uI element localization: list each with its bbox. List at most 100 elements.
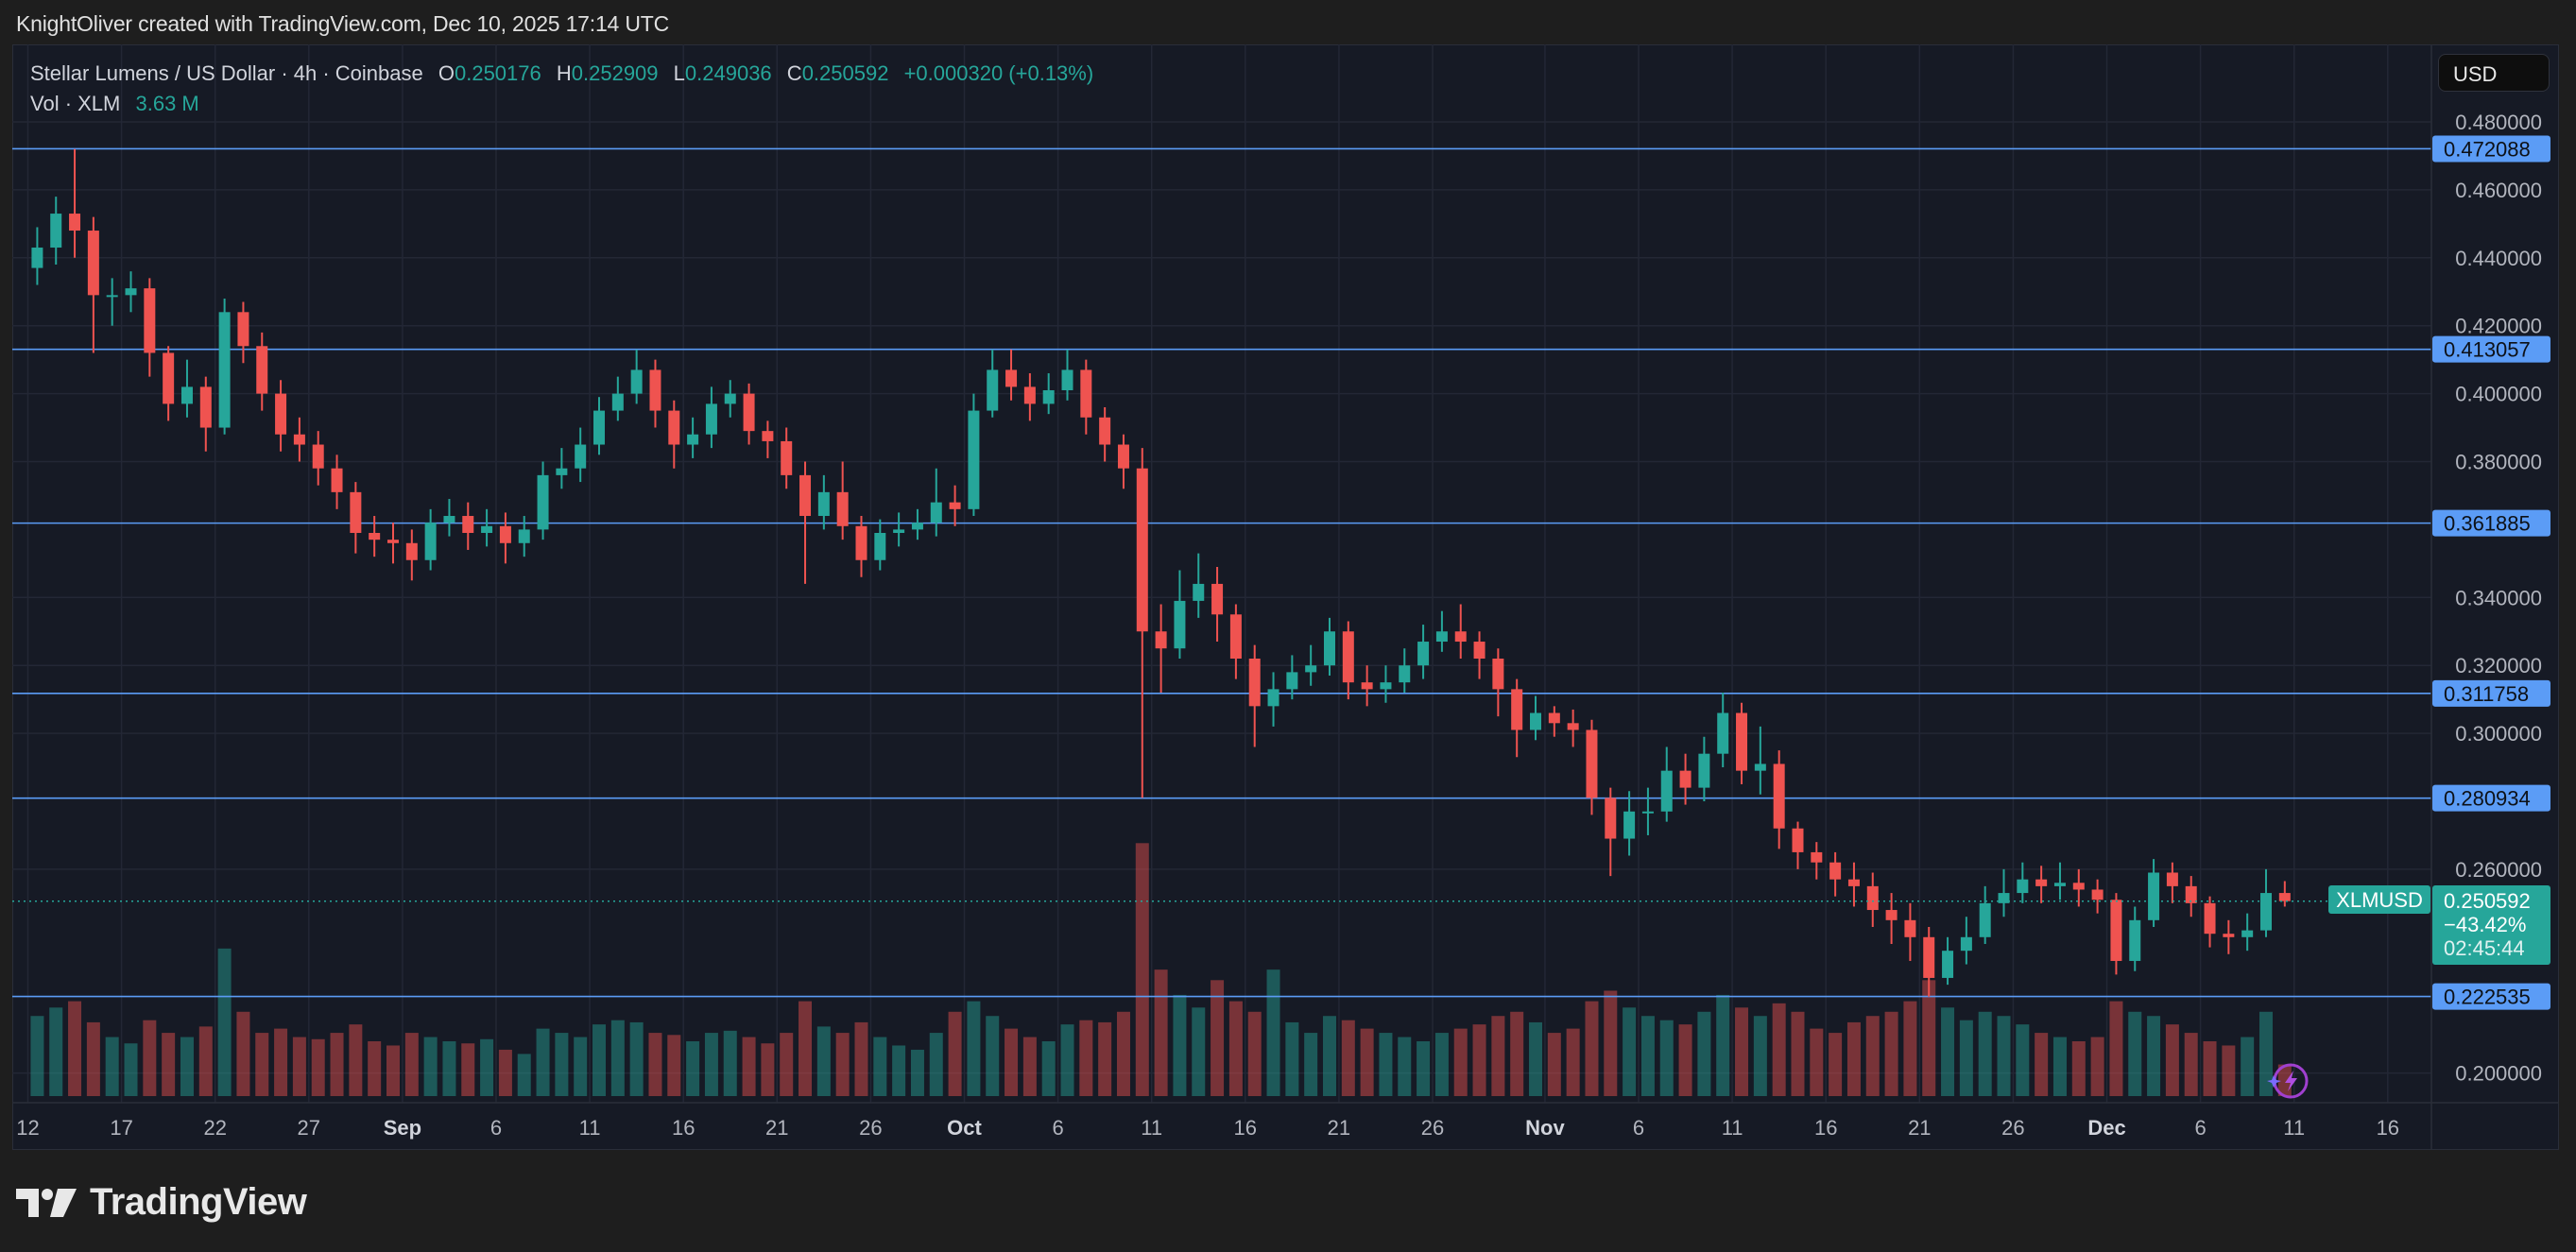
level-price-label-box [2432,784,2550,812]
candle-body [2278,893,2291,901]
candle-body [2091,889,2104,900]
candle-body [930,502,942,523]
candle-body [1005,369,1018,387]
candle-body [836,491,849,526]
price-tag-price: 0.250592 [2444,889,2531,913]
candle-body [2017,879,2029,894]
volume-bar [2203,1041,2217,1096]
candle-body [762,431,774,441]
volume-bar [574,1037,588,1096]
volume-bar [292,1037,306,1096]
volume-bar [386,1045,400,1096]
volume-bar [1060,1024,1074,1096]
candle-body [1847,879,1860,886]
volume-bar [1829,1033,1843,1096]
candle-body [69,214,81,232]
tradingview-logo[interactable]: TradingView [16,1181,307,1224]
volume-bar [217,948,232,1096]
volume-bar [948,1011,962,1096]
price-axis[interactable]: 0.480000 0.460000 0.440000 0.420000 0.400000… [2455,111,2542,1086]
candle-body [1792,828,1804,852]
symbol-title: Stellar Lumens / US Dollar · 4h · Coinba… [30,61,423,85]
candle-body [462,516,474,533]
level-price-label-box [2432,135,2550,163]
volume-bar [1997,1016,2011,1096]
time-axis[interactable]: 12 17 22 27 Sep 6 11 16 21 26 Oct 6 11 16 21 26 Nov 6 11 16… [16,1116,2399,1140]
volume-bar [742,1037,756,1096]
candle-body [2148,872,2160,920]
candle-body [1979,902,1991,937]
chart-legend: Stellar Lumens / US Dollar · 4h · Coinba… [30,59,1093,119]
low-label: L [673,61,685,85]
volume-bar [1005,1028,1019,1096]
volume-bar [1398,1037,1412,1096]
candle-body [575,444,587,469]
volume-bar [2184,1033,2198,1096]
volume-bar [1623,1007,1637,1096]
volume-bar [461,1043,475,1096]
candle-body [2129,919,2141,961]
volume-bar [1247,1011,1262,1096]
lightning-icon[interactable] [2267,1063,2309,1099]
candle-body [1736,712,1748,771]
candle-body [1435,631,1448,643]
volume-bar [854,1021,868,1096]
candle-body [1380,682,1392,690]
candle-body [911,523,923,530]
volume-bar [1585,1001,1599,1096]
close-value: 0.250592 [801,61,889,85]
volume-bar [2147,1016,2161,1096]
volume-bar [1079,1020,1093,1096]
volume-bar [1341,1020,1355,1096]
price-tag-change: −43.42% [2444,913,2526,936]
candle-body [1286,672,1298,690]
volume-bar [929,1033,943,1096]
candle-body [1586,729,1598,798]
volume-bar [1659,1020,1674,1096]
candle-body [611,393,624,411]
volume-bar [1604,990,1618,1096]
candle-body [1211,583,1224,615]
volume-bar [311,1038,325,1096]
volume-bar [629,1021,644,1096]
time-tick-label: 6 [1052,1116,1063,1140]
candle-body [1193,583,1205,601]
level-price-label-box [2432,679,2550,707]
volume-bar [1211,980,1225,1096]
volume-bar [1360,1028,1374,1096]
volume-bar [780,1033,794,1096]
volume-bar [1566,1028,1580,1096]
level-labels: 0.472088 0.413057 0.361885 0.311758 0.280934… [2432,135,2550,1010]
candle-body [687,434,699,445]
horizontal-levels[interactable] [12,147,2431,998]
candle-body [1174,600,1186,649]
volume-bar [1472,1024,1486,1096]
volume-bar [2109,1001,2123,1096]
candle-body [1117,444,1129,469]
volume-bar [1491,1016,1505,1096]
candle-body [1885,910,1898,920]
candle-body [1023,386,1036,404]
price-tick-label: 0.400000 [2455,383,2542,406]
currency-button[interactable]: USD [2438,54,2550,92]
candle-body [855,525,867,560]
candle-body [87,231,99,296]
price-tick-label: 0.340000 [2455,586,2542,609]
candle-body [2223,934,2235,937]
candle-body [705,403,717,435]
volume-bar [2241,1037,2255,1096]
volume-bar [2277,1064,2292,1096]
time-tick-label: 6 [1633,1116,1644,1140]
volume-bar [255,1033,269,1096]
candle-body [1605,798,1617,839]
symbol-tag-text: XLMUSD [2336,888,2423,912]
volume-bar [198,1026,213,1096]
volume-bar [555,1033,569,1096]
candle-body [1641,811,1654,814]
candle-body [237,312,249,347]
time-tick-label: 11 [1722,1116,1743,1140]
time-tick-label: 26 [1421,1116,1444,1140]
time-tick-label: 16 [1814,1116,1837,1140]
time-tick-label: 27 [298,1116,320,1140]
